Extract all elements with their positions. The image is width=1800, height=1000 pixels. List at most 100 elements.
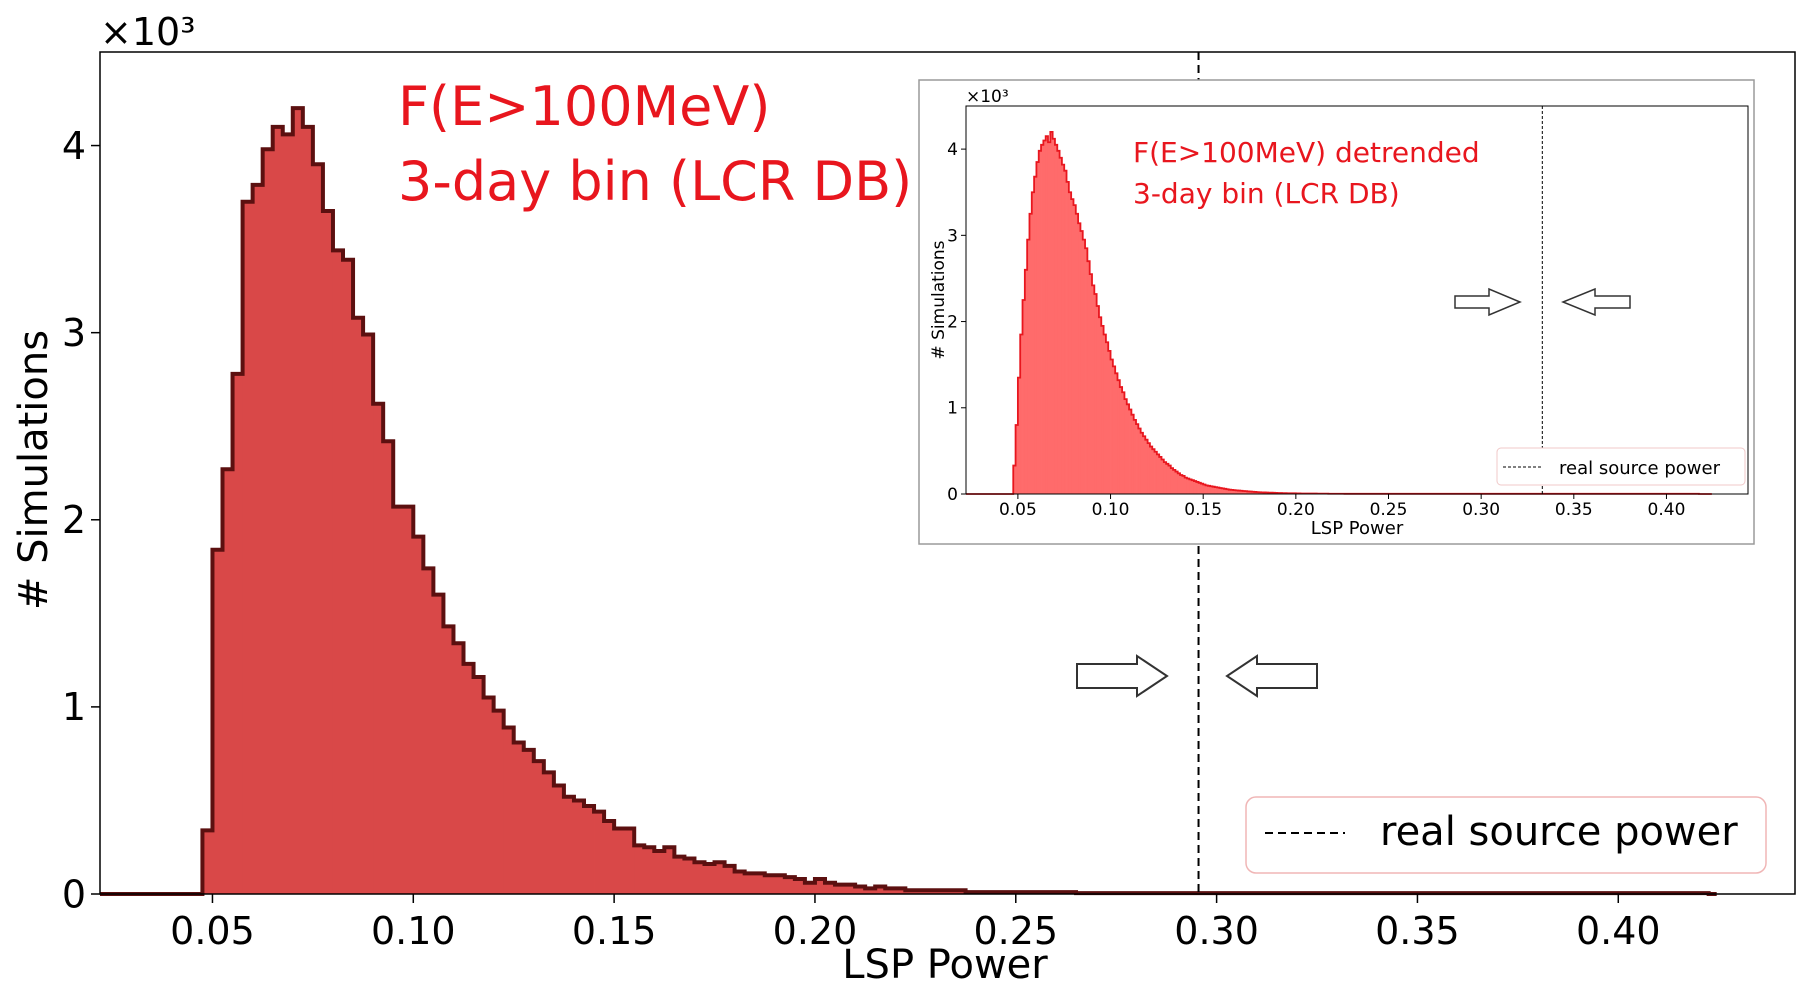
histogram-bin [1073,205,1077,494]
histogram-bin [1203,484,1206,494]
histogram-bin [824,882,836,894]
histogram-bin [674,856,685,894]
main-legend-label: real source power [1380,809,1738,855]
histogram-bin [1173,469,1176,494]
main-axes-frame [99,51,1796,895]
histogram-bin [1242,490,1246,494]
histogram-bin [312,164,324,894]
x-tick-label: 0.20 [1277,500,1315,520]
histogram-bin [1191,480,1195,494]
histogram-bin [413,536,424,894]
main-y-axis-label: # Simulations [11,330,57,610]
inset-right-arrow [1454,287,1522,317]
histogram-bin [1115,373,1118,494]
histogram-bin [1061,164,1065,494]
main-x-axis-label: LSP Power [842,942,1048,988]
histogram-bin [724,865,736,894]
x-tick-label: 0.25 [1370,500,1408,520]
histogram-bin [624,828,635,894]
histogram-bin [423,568,434,894]
histogram-bin [272,126,284,895]
x-tick-label: 0.10 [1092,500,1130,520]
y-tick-label: 3 [947,226,958,246]
inset-left-arrow [1561,287,1631,317]
histogram-bin [1251,491,1255,494]
histogram-bin [1013,465,1016,494]
histogram-bin [1205,485,1209,494]
histogram-bin [744,873,756,894]
histogram-bin [443,626,454,894]
histogram-bin [1154,451,1158,494]
histogram-bin [704,864,715,894]
histogram-bin [1126,404,1130,494]
x-tick-label: 0.40 [1576,909,1661,953]
histogram-bin [1082,239,1086,494]
histogram-bin [1066,181,1070,494]
histogram-bin [1189,479,1193,494]
histogram-bin [543,772,555,894]
inset-y-ticks: 0 1 2 3 4 [947,140,966,505]
histogram-bin [885,888,896,894]
main-y-exponent: ×10³ [100,10,195,54]
x-tick-label: 0.35 [1555,500,1593,520]
histogram-bin [493,710,505,894]
histogram-bin [1092,285,1095,494]
histogram-bin [1198,482,1202,494]
x-tick-label: 0.15 [1184,500,1222,520]
histogram-bin [1112,366,1116,494]
y-tick-label: 0 [62,872,86,916]
histogram-bin [1136,424,1139,494]
main-histogram-outline [100,106,1717,896]
histogram-bin [1080,231,1084,494]
inset-histogram [1013,131,1700,495]
histogram-bin [262,149,274,894]
histogram-bin [1085,248,1088,494]
main-left-arrow [1225,654,1318,698]
histogram-bin [1230,489,1234,494]
histogram-bin [1047,142,1051,495]
inset-x-ticks: 0.05 0.10 0.15 0.20 0.25 0.30 0.35 0.40 [999,494,1685,520]
histogram-bin [1105,342,1109,494]
y-tick-label: 3 [62,311,86,355]
histogram-bin [1221,488,1225,494]
histogram-bin [1034,176,1037,495]
main-title-line-2: 3-day bin (LCR DB) [398,150,912,213]
histogram-bin [353,317,364,895]
histogram-bin [292,108,304,895]
histogram-bin [684,858,695,894]
histogram-bin [1020,334,1023,494]
histogram-bin [1017,377,1021,494]
histogram-bin [383,441,394,894]
histogram-bin [1133,419,1137,494]
histogram-bin [774,875,786,894]
histogram-bin [835,884,846,894]
histogram-bin [1031,192,1035,494]
histogram-bin [1024,269,1028,494]
y-tick-label: 1 [947,399,958,419]
histogram-bin [784,877,796,894]
histogram-bin [573,800,585,894]
histogram-bin [1029,213,1033,494]
histogram-bin [895,888,906,894]
inset-y-exponent: ×10³ [966,87,1009,107]
histogram-bin [1094,293,1098,494]
histogram-bin [654,850,665,894]
histogram-bin [845,884,856,894]
histogram-bin [764,875,776,894]
x-tick-label: 0.40 [1648,500,1686,520]
histogram-bin [322,211,334,895]
histogram-bin [855,886,866,894]
histogram-bin [1059,157,1063,494]
inset-x-axis-label: LSP Power [1311,518,1404,539]
histogram-bin [242,201,254,894]
histogram-bin [1152,449,1155,494]
histogram-bin [1124,399,1128,494]
histogram-bin [1161,459,1165,494]
inset-y-axis-label: # Simulations [929,240,949,359]
histogram-bin [433,594,444,894]
histogram-bin [1027,239,1030,494]
histogram-bin [1050,131,1054,494]
x-tick-label: 0.35 [1375,909,1460,953]
histogram-bin [1117,380,1121,494]
inset-legend-label: real source power [1559,458,1721,479]
